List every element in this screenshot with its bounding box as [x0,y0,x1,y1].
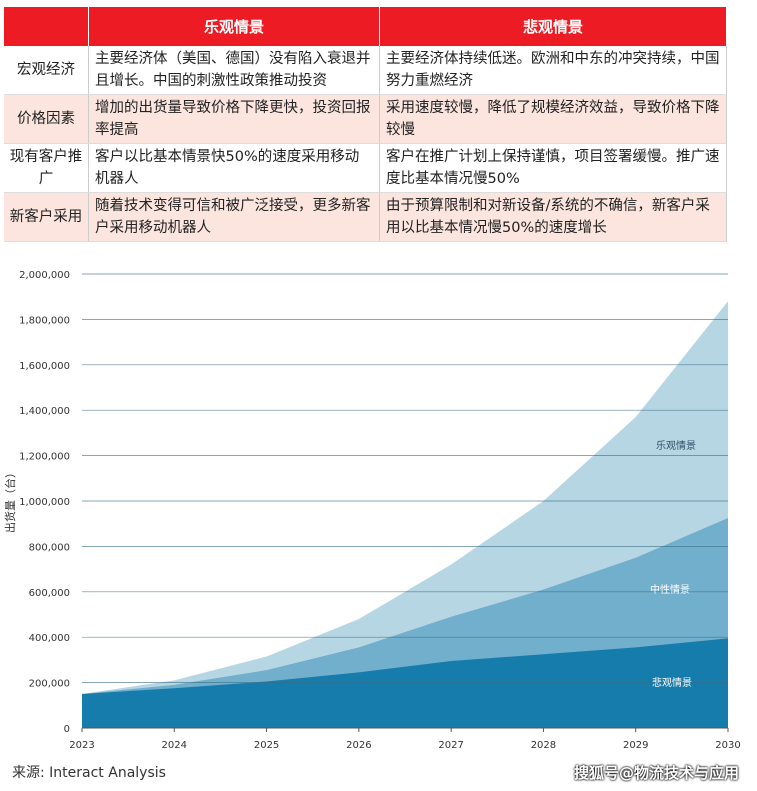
series-label: 悲观情景 [652,676,692,689]
x-tick-label: 2026 [346,740,371,751]
table-row: 现有客户推广 客户以比基本情景快50%的速度采用移动机器人 客户在推广计划上保持谨慎… [4,143,727,193]
cell-pessimistic: 主要经济体持续低迷。欧洲和中东的冲突持续，中国努力重燃经济 [379,46,727,95]
y-tick-label: 1,600,000 [19,361,70,372]
x-tick-label: 2024 [162,740,187,751]
x-tick-label: 2028 [531,740,556,751]
scenario-table: 乐观情景 悲观情景 宏观经济 主要经济体（美国、德国）没有陷入衰退并且增长。中国的… [4,7,727,242]
area-series-2 [82,638,728,728]
cell-optimistic: 主要经济体（美国、德国）没有陷入衰退并且增长。中国的刺激性政策推动投资 [88,46,380,95]
x-tick-label: 2029 [623,740,648,751]
y-tick-label: 1,400,000 [19,406,70,417]
cell-factor: 现有客户推广 [4,143,89,193]
x-tick-label: 2023 [69,740,94,751]
series-label: 乐观情景 [656,439,696,452]
series-label: 中性情景 [650,583,690,596]
y-tick-label: 600,000 [29,588,70,599]
y-tick-label: 1,800,000 [19,315,70,326]
cell-pessimistic: 采用速度较慢，降低了规模经济效益，导致价格下降较慢 [379,94,727,144]
cell-pessimistic: 由于预算限制和对新设备/系统的不确信，新客户采用以比基本情况慢50%的速度增长 [379,192,727,242]
y-axis-title: 出货量（台） [3,467,17,533]
y-tick-label: 400,000 [29,633,70,644]
x-tick-label: 2025 [254,740,279,751]
source-note: 来源: Interact Analysis [12,765,166,781]
y-tick-label: 2,000,000 [19,270,70,281]
cell-optimistic: 增加的出货量导致价格下降更快，投资回报率提高 [88,94,380,144]
cell-pessimistic: 客户在推广计划上保持谨慎，项目签署缓慢。推广速度比基本情况慢50% [379,143,727,193]
x-tick-label: 2030 [715,740,740,751]
cell-factor: 宏观经济 [4,46,89,95]
header-pessimistic: 悲观情景 [379,7,727,46]
header-optimistic: 乐观情景 [88,7,380,46]
table-row: 新客户采用 随着技术变得可信和被广泛接受，更多新客户采用移动机器人 由于预算限制和对… [4,192,727,242]
cell-optimistic: 客户以比基本情景快50%的速度采用移动机器人 [88,143,380,193]
y-tick-label: 1,000,000 [19,497,70,508]
y-tick-label: 800,000 [29,542,70,553]
y-tick-label: 200,000 [29,679,70,690]
watermark: 搜狐号@物流技术与应用 [573,764,739,782]
y-tick-label: 1,200,000 [19,452,70,463]
table-row: 宏观经济 主要经济体（美国、德国）没有陷入衰退并且增长。中国的刺激性政策推动投资主… [4,46,727,95]
y-tick-label: 0 [64,724,70,735]
cell-factor: 价格因素 [4,94,89,144]
cell-factor: 新客户采用 [4,192,89,242]
cell-optimistic: 随着技术变得可信和被广泛接受，更多新客户采用移动机器人 [88,192,380,242]
table-row: 价格因素 增加的出货量导致价格下降更快，投资回报率提高 采用速度较慢，降低了规模经济… [4,94,727,144]
x-tick-label: 2027 [438,740,463,751]
header-blank [4,7,89,46]
